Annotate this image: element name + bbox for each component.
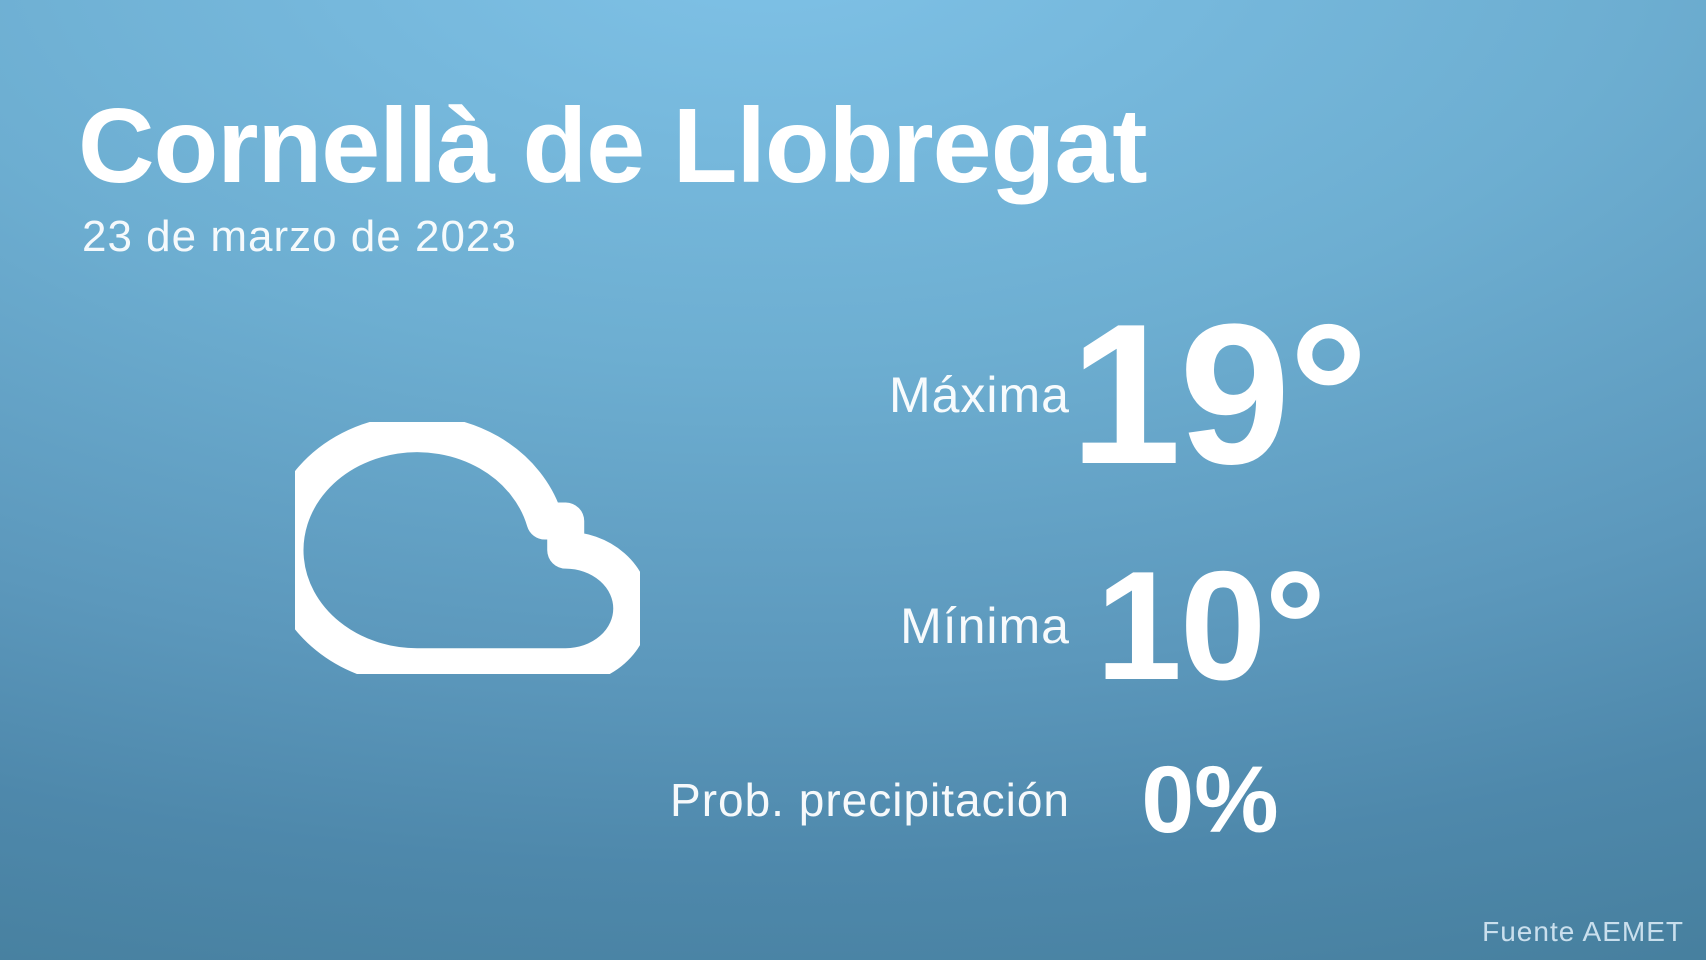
max-temp-row: Máxima 19°	[560, 270, 1368, 520]
min-temp-value: 10°	[1095, 539, 1326, 712]
min-temp-label: Mínima	[900, 598, 1070, 654]
source-attribution: Fuente AEMET	[1482, 916, 1684, 947]
location-title: Cornellà de Llobregat	[78, 87, 1148, 205]
max-temp-value: 19°	[1070, 283, 1368, 506]
precipitation-value: 0%	[1141, 746, 1279, 853]
cloud-icon	[295, 422, 640, 674]
precipitation-label: Prob. precipitación	[670, 774, 1070, 826]
max-temp-label: Máxima	[888, 367, 1070, 423]
date-subtitle: 23 de marzo de 2023	[82, 212, 517, 261]
min-temp-row: Mínima 10°	[560, 512, 1350, 740]
precipitation-row: Prob. precipitación 0%	[560, 712, 1350, 888]
